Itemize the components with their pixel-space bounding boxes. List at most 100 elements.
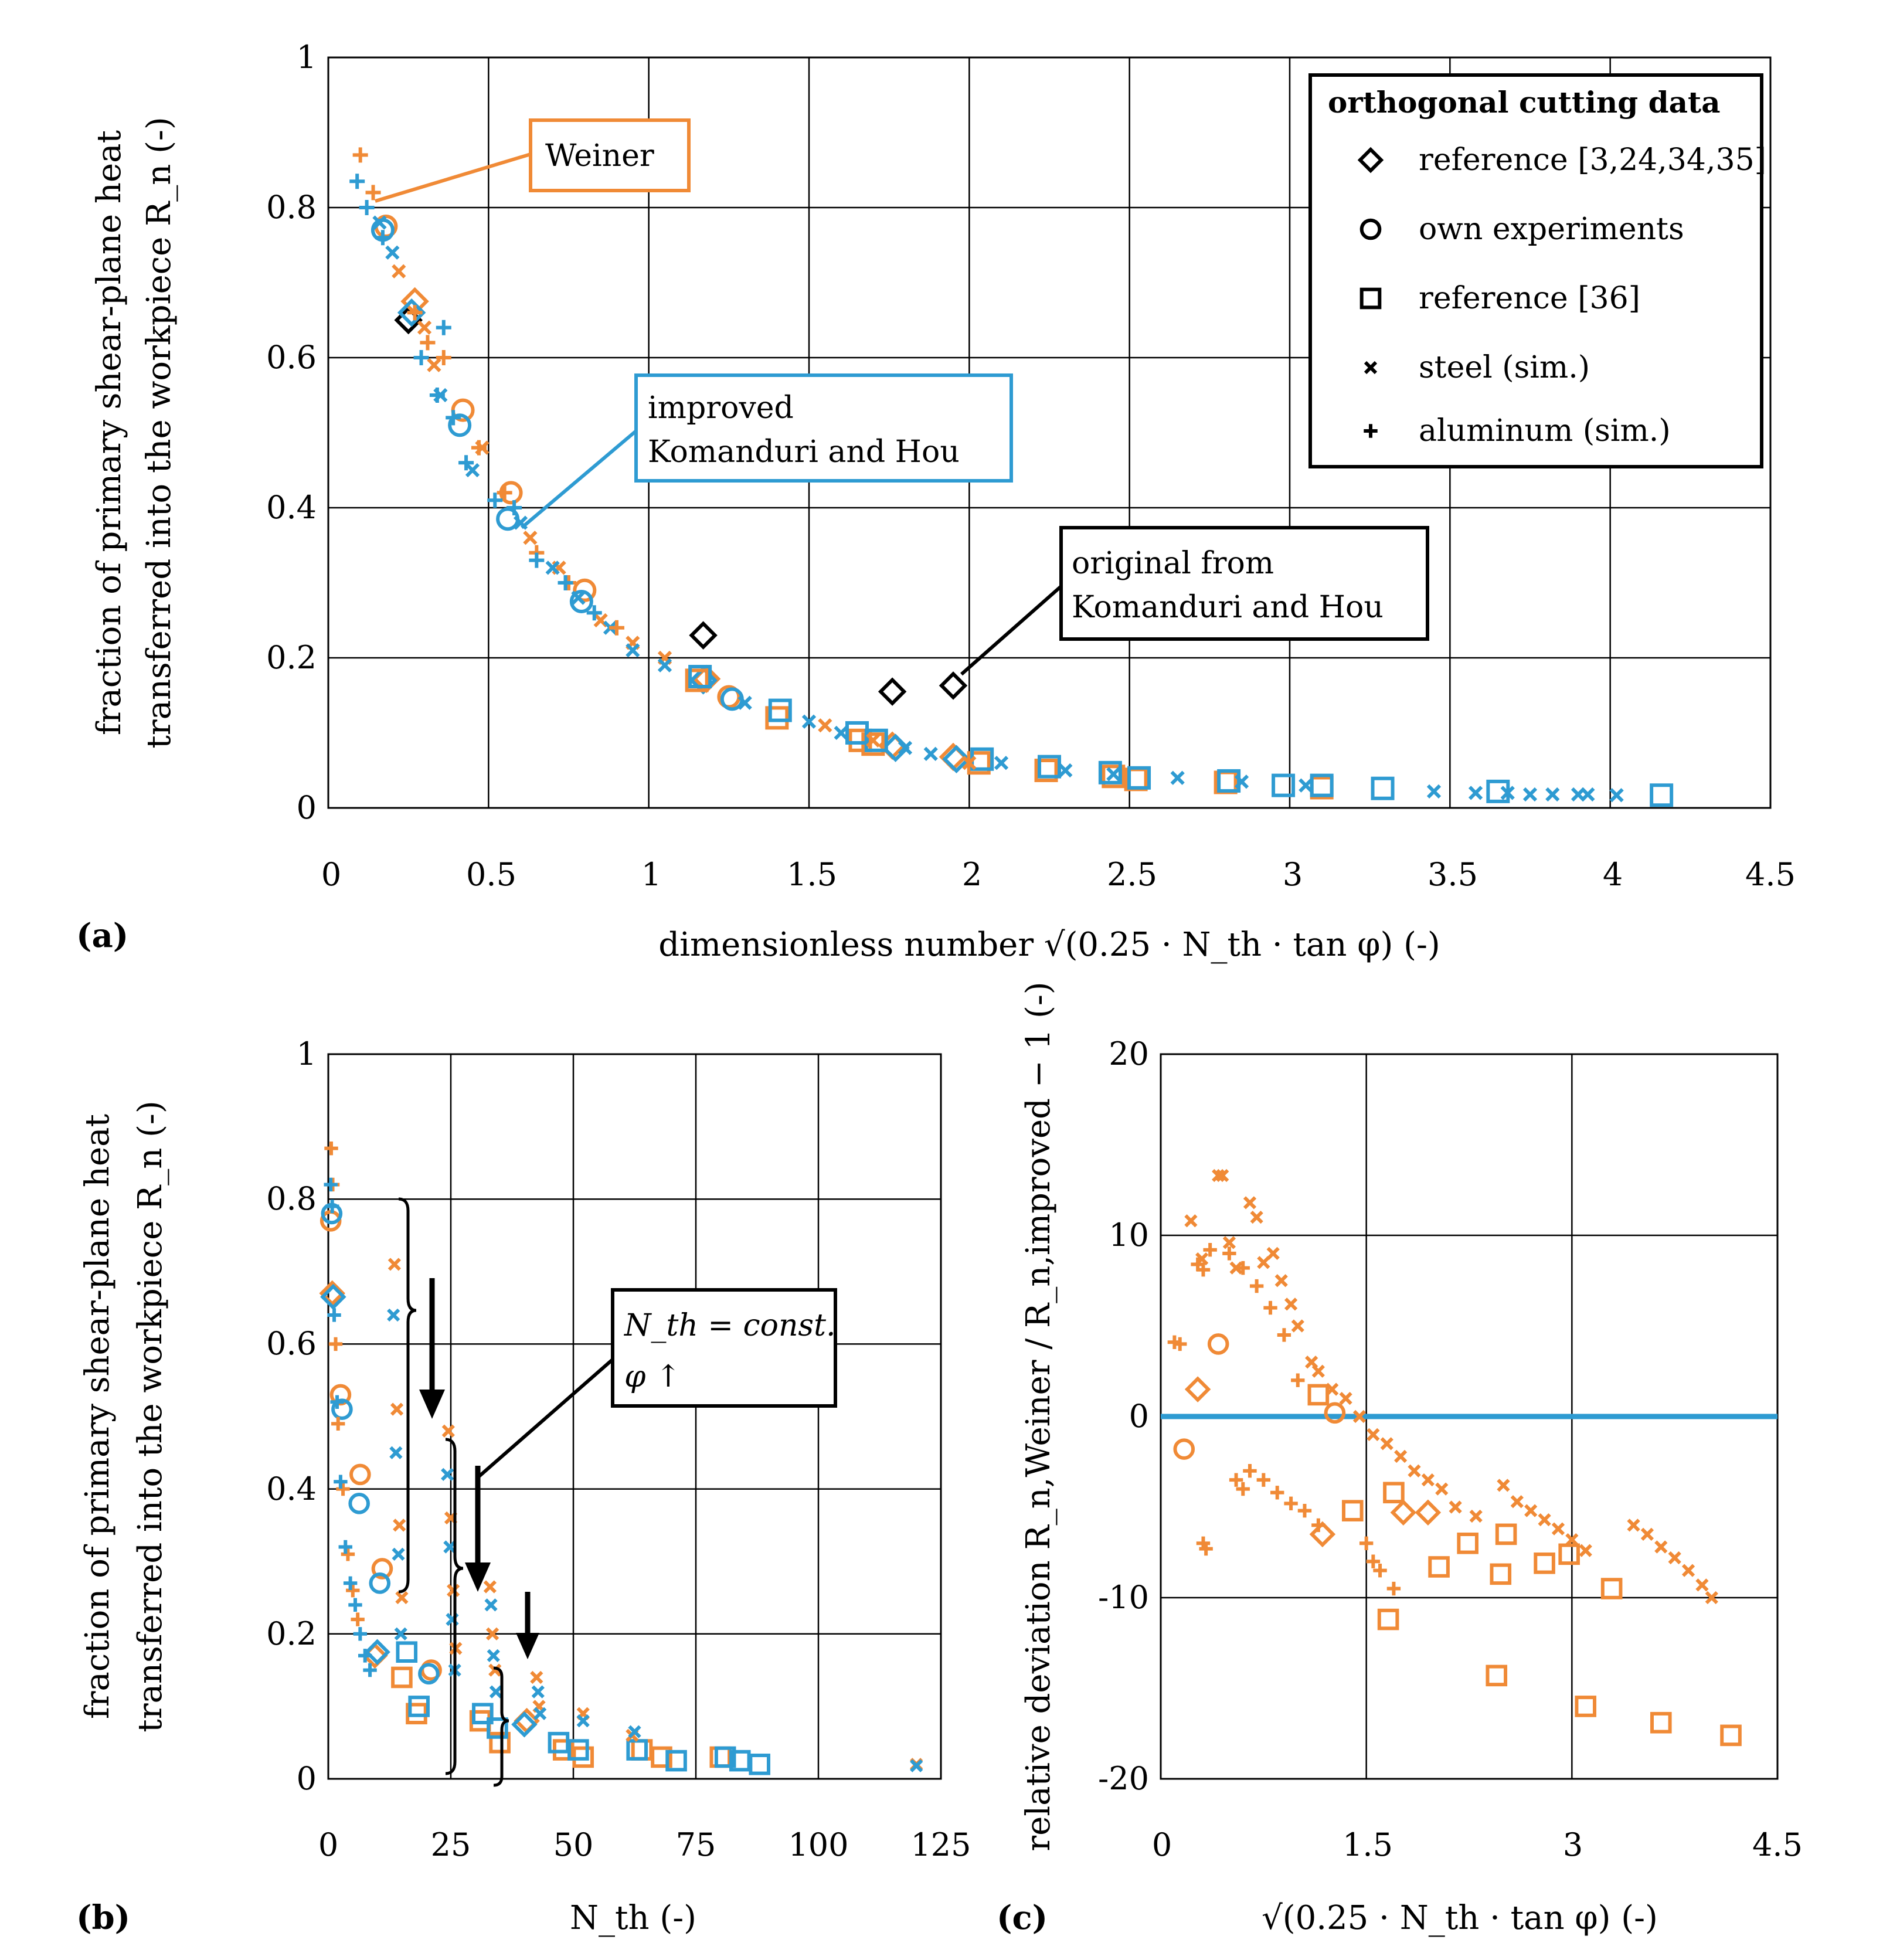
data-point-x [962,756,977,770]
data-point-plus [1173,1337,1187,1351]
down-arrow-icon [419,1390,445,1419]
data-point-square [1034,759,1058,782]
arrow-heads [419,1390,539,1659]
data-point-square [626,1739,648,1761]
legend-marker-plus [1364,424,1378,438]
data-point-x [1311,1364,1325,1378]
panel-label-a: (a) [76,916,128,955]
data-point-square [685,668,709,692]
data-point-x [385,245,400,260]
nth-const-label-line1: N_th = const. [623,1308,836,1343]
data-point-x [994,756,1009,770]
data-point-x [818,718,832,733]
data-point-x [1551,1522,1565,1536]
data-point-x [1435,1482,1449,1496]
data-point-plus [328,1337,343,1351]
legend-item-label: reference [36] [1419,281,1640,316]
panel-label-b: (b) [76,1898,130,1937]
data-point-square [1341,1500,1364,1521]
data-point-x [1184,1214,1198,1228]
data-point-x [1291,1319,1304,1333]
xtick-label: 125 [910,1826,971,1863]
data-point-x [1250,1210,1263,1224]
legend-item-label: aluminum (sim.) [1419,413,1671,449]
data-point-x [1380,1437,1393,1451]
data-point-x [1500,786,1515,800]
data-point-x [1339,1391,1352,1405]
data-point-x [388,1258,401,1271]
legend-markers [1357,147,1384,438]
data-point-x [628,1725,641,1738]
data-point-x [1565,1533,1579,1547]
data-point-plus [348,1598,362,1612]
data-point-x [392,264,406,278]
data-point-x [533,1707,547,1720]
data-point-x [441,1424,455,1438]
plot-b-ylabel-line1: fraction of primary shear-plane heat [79,1114,117,1719]
data-point-plus [497,485,512,501]
data-point-square [714,1746,736,1768]
data-point-x [1681,1564,1695,1577]
data-point-circle [418,1663,440,1685]
data-point-x [1274,1274,1288,1288]
data-point-plus [1199,1541,1213,1556]
data-point-diamond [689,621,718,650]
data-point-x [1497,1479,1510,1492]
data-point-square [1371,776,1395,800]
data-point-plus [429,388,445,403]
xtick-label: 0 [1152,1826,1172,1863]
data-point-x [1058,763,1073,778]
data-point-plus [1203,1243,1217,1257]
data-point-x [571,590,586,605]
original-label-line1: original from [1072,546,1274,581]
improved-label-line1: improved [648,390,794,426]
data-point-square [1127,766,1151,790]
data-point-square [1490,1563,1512,1585]
data-point-plus [1249,1279,1264,1293]
data-point-x [1640,1527,1654,1541]
data-point-x [372,215,387,230]
ytick-label: 20 [1109,1035,1149,1072]
plot-a-ylabel-line2: transferred into the workpiece R_n (-) [140,117,178,748]
data-point-x [1234,775,1249,789]
data-point-diamond [939,671,968,700]
legend: orthogonal cutting data reference [3,24,… [1308,73,1766,468]
data-point-x [1538,1513,1551,1527]
data-point-plus [358,1649,372,1663]
data-point-plus [1311,1518,1325,1533]
data-point-x [1522,787,1538,802]
ytick-label: 10 [1109,1217,1149,1254]
data-point-square [1558,1543,1580,1565]
original-label-line2: Komanduri and Hou [1072,590,1384,625]
data-point-plus [1256,1473,1271,1487]
data-point-square [1307,1384,1330,1406]
ytick-label: 0 [1129,1398,1149,1435]
nth-pointer [477,1353,620,1479]
legend-marker-circle [1359,218,1382,240]
data-point-plus [529,552,545,568]
data-point-plus [1263,1300,1277,1315]
data-point-circle [369,1572,391,1594]
brace [398,1197,417,1594]
data-point-plus [341,1547,355,1561]
ytick-label: 0.8 [266,1180,317,1217]
data-point-diamond [1184,1376,1211,1402]
improved-box [634,373,1013,483]
weiner-box [529,118,691,192]
data-point-x [626,643,640,658]
data-point-x [1257,1256,1270,1269]
data-point-plus [507,500,522,515]
data-point-plus [558,575,573,590]
data-point-diamond [319,1280,345,1307]
data-point-square [1650,1711,1672,1734]
data-point-x [395,1591,409,1605]
data-point-square [749,1753,770,1775]
data-point-plus [407,305,423,321]
brace [493,1666,509,1787]
data-point-plus [471,440,487,456]
data-point-square [1377,1608,1399,1630]
ytick-label: 0 [297,789,317,826]
data-point-square [408,1696,430,1717]
data-point-plus [351,1612,365,1626]
data-point-x [530,1670,543,1684]
